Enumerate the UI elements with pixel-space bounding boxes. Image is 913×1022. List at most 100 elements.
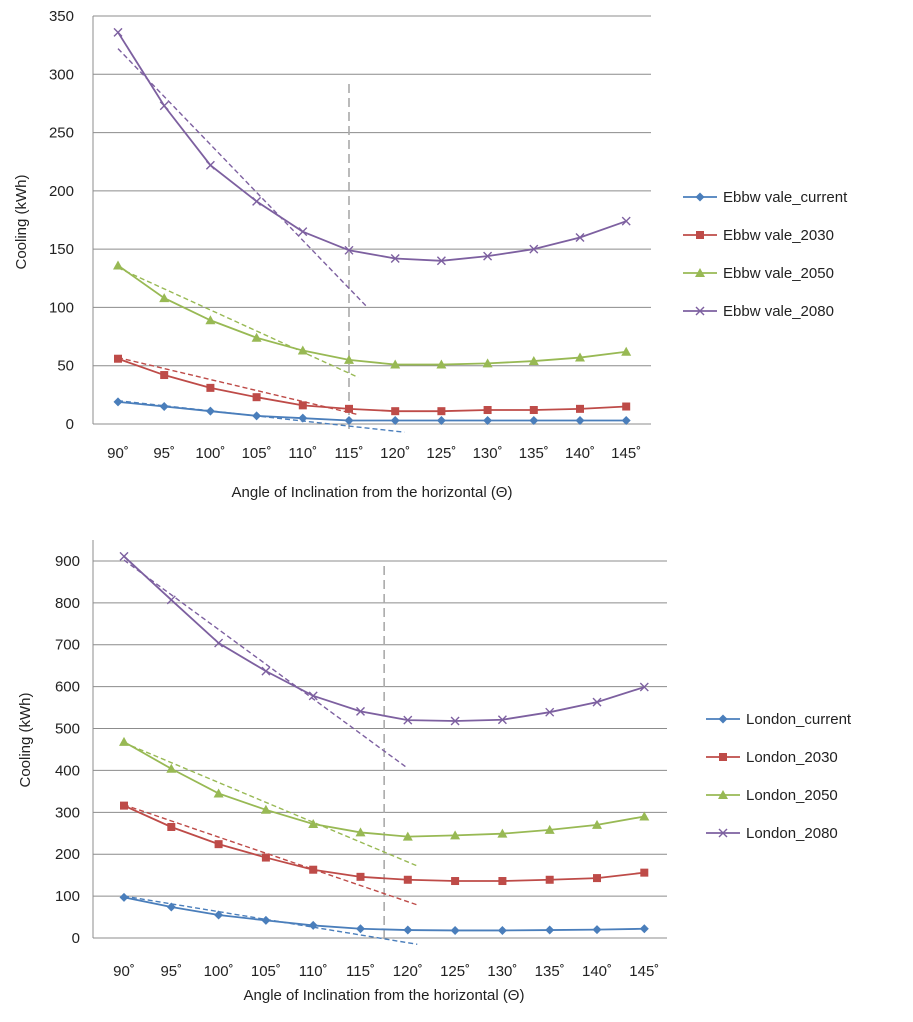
data-point: [497, 925, 507, 935]
y-tick-label: 300: [49, 66, 74, 83]
y-tick-label: 200: [49, 183, 74, 200]
legend-marker: [718, 790, 728, 799]
data-point: [575, 352, 585, 362]
x-tick-label: 140˚: [582, 963, 612, 980]
data-point: [621, 346, 632, 356]
x-tick-label: 125˚: [426, 445, 456, 462]
x-tick-label: 145˚: [611, 445, 641, 462]
y-tick-label: 350: [49, 8, 74, 25]
legend-label: London_2050: [746, 787, 838, 804]
data-point: [437, 407, 446, 416]
data-point: [436, 359, 447, 369]
x-tick-label: 125˚: [440, 963, 470, 980]
data-point: [159, 101, 169, 111]
data-point: [482, 358, 493, 368]
series-line: [117, 400, 627, 422]
legend-item: Ebbw vale_2080: [683, 303, 834, 320]
data-point: [119, 736, 129, 746]
data-point: [356, 706, 365, 716]
london-series-0: [119, 892, 649, 945]
data-point: [450, 925, 460, 935]
series-line: [123, 555, 645, 722]
series-line: [123, 896, 645, 932]
x-axis-title: Angle of Inclination from the horizontal…: [244, 987, 525, 1004]
series-line: [123, 741, 645, 838]
x-tick-label: 95˚: [153, 445, 175, 462]
legend-label: Ebbw vale_2050: [723, 265, 834, 282]
data-point: [166, 763, 177, 773]
data-point: [592, 925, 602, 935]
legend-label: London_2080: [746, 825, 838, 842]
data-point: [483, 251, 493, 261]
data-point: [544, 824, 555, 834]
data-point: [213, 788, 224, 798]
y-tick-label: 100: [49, 299, 74, 316]
y-axis-title: Cooling (kWh): [17, 692, 34, 787]
x-tick-label: 130˚: [473, 445, 503, 462]
data-point: [403, 875, 412, 884]
data-point: [592, 819, 602, 829]
data-point: [639, 924, 649, 934]
data-point: [309, 865, 318, 874]
data-point: [483, 406, 492, 415]
legend-marker: [695, 306, 705, 316]
x-tick-label: 100˚: [195, 445, 225, 462]
y-tick-label: 500: [55, 721, 80, 738]
x-tick-label: 90˚: [113, 963, 135, 980]
data-point: [205, 315, 216, 325]
data-point: [450, 716, 460, 726]
legend-item: London_2080: [706, 825, 838, 842]
data-point: [205, 160, 215, 170]
y-tick-label: 150: [49, 241, 74, 258]
data-point: [298, 401, 307, 410]
london-series-1: [120, 801, 649, 906]
data-point: [528, 356, 539, 366]
legend-marker: [719, 753, 727, 761]
data-point: [159, 293, 170, 303]
x-tick-label: 100˚: [204, 963, 234, 980]
legend-marker: [695, 268, 705, 277]
data-point: [640, 868, 649, 877]
data-point: [297, 345, 308, 355]
legend-marker: [696, 231, 704, 239]
series-line: [123, 804, 645, 882]
data-point: [622, 402, 631, 411]
data-point: [575, 416, 585, 426]
ebbw-vale-chart: 0 50 100 150 200 250 300 350 90˚ 95˚ 100˚ 105˚ 110˚ 1…: [13, 8, 848, 501]
trend-line: [123, 804, 418, 906]
data-point: [251, 332, 262, 342]
data-point: [298, 227, 308, 237]
data-point: [113, 27, 123, 37]
legend-item: London_2050: [706, 787, 838, 804]
trend-line: [123, 559, 409, 769]
x-tick-label: 115˚: [346, 963, 375, 980]
data-point: [403, 715, 413, 725]
x-tick-label: 90˚: [107, 445, 129, 462]
data-point: [498, 877, 507, 886]
data-point: [345, 404, 353, 413]
data-point: [344, 245, 354, 255]
data-point: [252, 411, 262, 421]
data-point: [545, 875, 554, 884]
x-tick-label: 110˚: [288, 445, 317, 462]
trend-line: [117, 356, 359, 416]
legend-item: Ebbw vale_2050: [683, 265, 834, 282]
data-point: [113, 260, 123, 270]
trend-line: [117, 267, 359, 379]
data-point: [252, 196, 262, 206]
data-point: [344, 354, 354, 364]
data-point: [260, 804, 271, 814]
series-line: [117, 264, 627, 366]
x-tick-label: 110˚: [299, 963, 328, 980]
x-tick-label: 95˚: [160, 963, 182, 980]
data-point: [621, 416, 631, 426]
ebbw-series-1: [114, 354, 631, 416]
data-point: [529, 416, 539, 426]
x-tick-label: 115˚: [335, 445, 364, 462]
data-point: [403, 925, 413, 935]
y-tick-label: 800: [55, 595, 80, 612]
data-point: [214, 638, 224, 648]
data-point: [308, 691, 318, 701]
x-tick-label: 120˚: [393, 963, 423, 980]
